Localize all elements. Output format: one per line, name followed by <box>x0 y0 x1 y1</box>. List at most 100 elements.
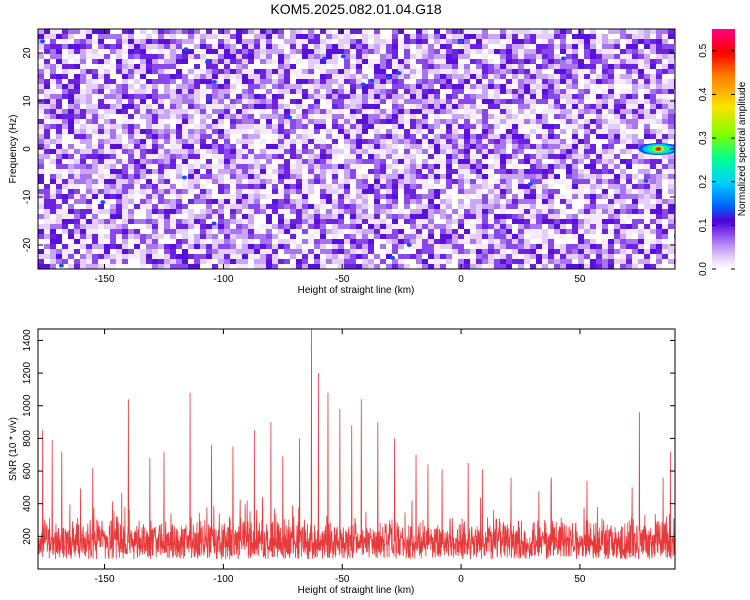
spectrogram-cell <box>236 44 243 50</box>
spectrogram-cell <box>284 29 291 35</box>
spectrogram-cell <box>218 214 225 220</box>
spectrogram-cell <box>518 134 525 140</box>
spectrogram-cell <box>146 149 153 155</box>
spectrogram-cell <box>86 104 93 110</box>
spectrogram-cell <box>392 74 399 80</box>
spectrogram-cell <box>542 144 549 150</box>
spectrogram-cell <box>200 119 207 125</box>
spectrogram-cell <box>506 44 513 50</box>
spectrogram-cell <box>62 239 69 245</box>
spectrogram-cell <box>314 214 321 220</box>
spectrogram-cell <box>602 204 609 210</box>
spectrogram-cell <box>572 129 579 135</box>
spectrogram-cell <box>230 109 237 115</box>
spectrogram-cell <box>248 249 255 255</box>
spectrogram-cell <box>446 74 453 80</box>
spectrogram-cell <box>128 234 135 240</box>
spectrogram-cell <box>206 189 213 195</box>
spectrogram-cell <box>548 234 555 240</box>
spectrogram-cell <box>542 164 549 170</box>
spectrogram-cell <box>146 264 153 269</box>
spectrogram-cell <box>440 109 447 115</box>
spectrogram-cell <box>146 39 153 45</box>
spectrogram-cell <box>266 214 273 220</box>
spectrogram-cell <box>284 194 291 200</box>
spectrogram-cell <box>506 264 513 269</box>
spectrogram-cell <box>338 219 345 225</box>
spectrogram-cell <box>116 109 123 115</box>
spectrogram-cell <box>656 189 663 195</box>
spectrogram-cell <box>584 174 591 180</box>
spectrogram-cell <box>530 34 537 40</box>
spectrogram-cell <box>176 209 183 215</box>
spectrogram-cell <box>434 239 441 245</box>
spectrogram-cell <box>650 99 657 105</box>
spectrogram-cell <box>158 214 165 220</box>
spectrogram-cell <box>200 104 207 110</box>
spectrogram-cell <box>200 259 207 265</box>
spectrogram-cell <box>158 179 165 185</box>
spectrogram-cell <box>176 54 183 60</box>
spectrogram-cell <box>530 39 537 45</box>
spectrogram-cell <box>50 239 57 245</box>
spectrogram-cell <box>542 139 549 145</box>
spectrogram-cell <box>158 49 165 55</box>
spectrogram-cell <box>260 249 267 255</box>
spectrogram-cell <box>254 209 261 215</box>
spectrogram-cell <box>470 109 477 115</box>
spectrogram-cell <box>440 59 447 65</box>
spectrogram-cell <box>314 264 321 269</box>
spectrogram-cell <box>134 169 141 175</box>
spectrogram-cell <box>80 204 87 210</box>
spectrogram-cell <box>164 119 171 125</box>
spectrogram-cell <box>218 184 225 190</box>
spectrogram-cell <box>260 104 267 110</box>
spectrogram-cell <box>470 204 477 210</box>
spectrogram-cell <box>272 254 279 260</box>
spectrogram-cell <box>278 239 285 245</box>
spectrogram-cell <box>458 54 465 60</box>
spectrogram-cell <box>308 109 315 115</box>
spectrogram-cell <box>74 254 81 260</box>
spectrogram-cell <box>104 69 111 75</box>
spectrogram-cell <box>212 59 219 65</box>
spectrogram-cell <box>164 169 171 175</box>
spectrogram-cell <box>122 254 129 260</box>
spectrogram-cell <box>554 259 561 265</box>
spectrogram-cell <box>74 34 81 40</box>
spectrogram-cell <box>374 89 381 95</box>
spectrogram-cell <box>404 234 411 240</box>
spectrogram-cell <box>320 219 327 225</box>
spectrogram-cell <box>278 99 285 105</box>
spectrogram-cell <box>632 204 639 210</box>
spectrogram-cell <box>296 69 303 75</box>
spectrogram-cell <box>524 109 531 115</box>
spectrogram-cell <box>362 264 369 269</box>
spectrogram-cell <box>200 139 207 145</box>
spectrogram-cell <box>146 139 153 145</box>
spectrogram-cell <box>614 239 621 245</box>
spectrogram-cell <box>458 189 465 195</box>
spectrogram-cell <box>224 224 231 230</box>
spectrogram-cell <box>134 159 141 165</box>
spectrogram-cell <box>512 79 519 85</box>
spectrogram-cell <box>572 64 579 70</box>
spectrogram-cell <box>278 74 285 80</box>
spectrogram-cell <box>296 139 303 145</box>
spectrogram-cell <box>140 254 147 260</box>
spectrogram-cell <box>284 34 291 40</box>
spectrogram-cell <box>380 224 387 230</box>
spectrogram-cell <box>152 134 159 140</box>
spectrogram-cell <box>260 94 267 100</box>
spectrogram-cell <box>608 134 615 140</box>
spectrogram-cell <box>518 189 525 195</box>
spectrogram-cell <box>386 254 393 260</box>
spectrogram-cell <box>140 144 147 150</box>
spectrogram-cell <box>260 184 267 190</box>
spectrogram-cell <box>626 59 633 65</box>
spectrogram-cell <box>152 34 159 40</box>
spectrogram-cell <box>254 219 261 225</box>
spectrogram-cell <box>650 164 657 170</box>
spectrogram-cell <box>344 49 351 55</box>
spectrogram-cell <box>260 54 267 60</box>
